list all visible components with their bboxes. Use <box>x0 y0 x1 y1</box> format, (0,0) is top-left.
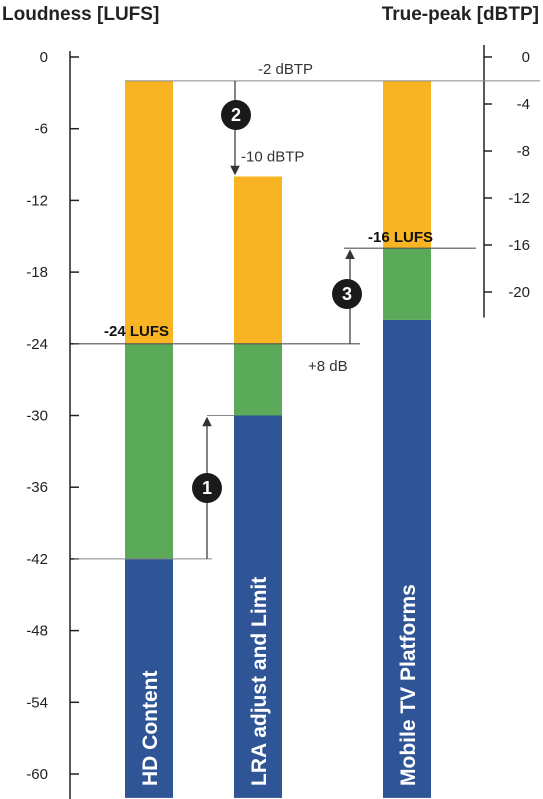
step1-number: 1 <box>202 478 212 498</box>
bar-label: LRA adjust and Limit <box>248 577 271 786</box>
bar-segment-blue <box>125 558 173 798</box>
bar-segment-orange <box>125 80 173 344</box>
bar-segment-blue <box>234 415 282 798</box>
left-tick-label: -54 <box>26 694 48 711</box>
left-tick-label: -24 <box>26 336 48 353</box>
right-tick-label: 0 <box>522 49 530 66</box>
right-tick-label: -8 <box>517 143 530 160</box>
lufs-16-label: -16 LUFS <box>368 229 433 246</box>
bar-segment-orange <box>234 176 282 344</box>
step1-marker <box>192 473 222 503</box>
left-tick-label: 0 <box>40 49 48 66</box>
bar-segment-blue <box>383 319 431 798</box>
dbtp-2-label: -2 dBTP <box>258 61 313 78</box>
gain-label: +8 dB <box>308 358 348 375</box>
right-tick-label: -16 <box>508 237 530 254</box>
left-tick-label: -6 <box>35 121 48 138</box>
bar-label: HD Content <box>139 671 162 786</box>
lufs-24-label: -24 LUFS <box>104 323 169 340</box>
right-tick-label: -20 <box>508 284 530 301</box>
bar-segment-green <box>234 343 282 416</box>
left-tick-label: -42 <box>26 551 48 568</box>
bar-segment-orange <box>383 80 431 249</box>
left-tick-label: -30 <box>26 408 48 425</box>
left-tick-label: -48 <box>26 623 48 640</box>
right-tick-label: -4 <box>517 96 530 113</box>
left-tick-label: -12 <box>26 192 48 209</box>
step3-number: 3 <box>342 284 352 304</box>
step2-marker <box>221 100 251 130</box>
bar-segment-green <box>383 248 431 320</box>
left-axis-title: Loudness [LUFS] <box>2 4 160 25</box>
right-tick-label: -12 <box>508 190 530 207</box>
step2-number: 2 <box>231 105 241 125</box>
dbtp-10-label: -10 dBTP <box>241 149 304 166</box>
step3-marker <box>332 279 362 309</box>
left-tick-label: -60 <box>26 766 48 783</box>
left-tick-label: -18 <box>26 264 48 281</box>
bar-label: Mobile TV Platforms <box>397 584 420 786</box>
bar-segment-green <box>125 343 173 559</box>
left-tick-label: -36 <box>26 479 48 496</box>
right-axis-title: True-peak [dBTP] <box>381 4 539 25</box>
